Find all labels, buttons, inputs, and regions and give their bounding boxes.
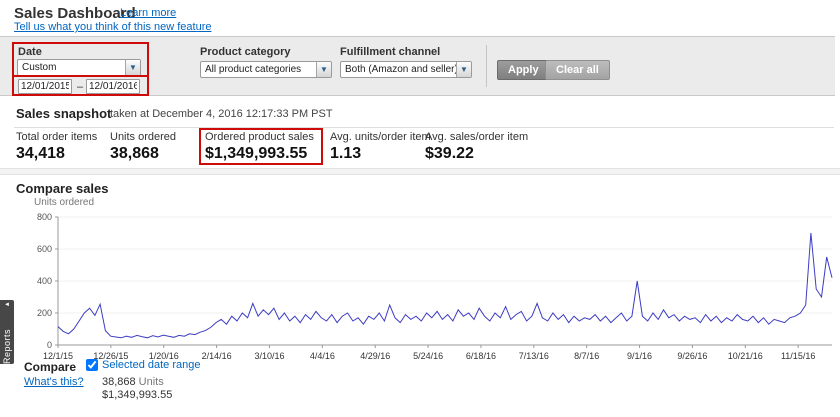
date-from-input[interactable] xyxy=(18,79,72,94)
section-separator xyxy=(0,168,840,175)
reports-tab-label: Reports xyxy=(2,328,12,364)
svg-text:7/13/16: 7/13/16 xyxy=(519,351,549,361)
svg-text:0: 0 xyxy=(47,340,52,350)
units-value: 38,868 xyxy=(102,376,136,388)
metric-value: $1,349,993.55 xyxy=(205,145,308,162)
svg-text:200: 200 xyxy=(37,308,52,318)
metric-value: 34,418 xyxy=(16,145,65,162)
feedback-link[interactable]: Tell us what you think of this new featu… xyxy=(14,21,212,33)
fulfillment-channel-label: Fulfillment channel xyxy=(340,46,441,58)
chevron-down-icon: ▼ xyxy=(456,62,471,77)
whats-this-link[interactable]: What's this? xyxy=(24,376,84,388)
compare-sales-title: Compare sales xyxy=(16,181,109,196)
product-category-select[interactable]: All product categories ▼ xyxy=(200,61,332,78)
date-to-input[interactable] xyxy=(86,79,140,94)
svg-text:400: 400 xyxy=(37,276,52,286)
metric-value: 38,868 xyxy=(110,145,159,162)
svg-text:6/18/16: 6/18/16 xyxy=(466,351,496,361)
compare-sales-total: $1,349,993.55 xyxy=(102,389,173,401)
sales-snapshot-title: Sales snapshot xyxy=(16,106,112,121)
apply-button[interactable]: Apply xyxy=(497,60,550,80)
collapse-arrow-icon: ◄ xyxy=(4,302,10,308)
clear-all-button[interactable]: Clear all xyxy=(545,60,610,80)
svg-text:4/29/16: 4/29/16 xyxy=(360,351,390,361)
svg-text:2/14/16: 2/14/16 xyxy=(202,351,232,361)
sales-snapshot-section: Sales snapshot taken at December 4, 2016… xyxy=(0,100,840,168)
product-category-label: Product category xyxy=(200,46,291,58)
selected-date-range-label: Selected date range xyxy=(102,359,201,371)
date-range-selected-value: Custom xyxy=(22,62,57,73)
compare-units-total: 38,868 Units xyxy=(102,376,164,388)
metric-label: Total order items xyxy=(16,131,98,143)
svg-text:5/24/16: 5/24/16 xyxy=(413,351,443,361)
metric-avg-units-per-order-item: Avg. units/order item 1.13 xyxy=(330,131,431,163)
chevron-down-icon: ▼ xyxy=(316,62,331,77)
filter-divider xyxy=(486,45,487,87)
filter-bar: Date Custom ▼ – Product category All pro… xyxy=(0,36,835,96)
svg-text:9/1/16: 9/1/16 xyxy=(627,351,652,361)
fulfillment-channel-selected-value: Both (Amazon and seller) xyxy=(345,64,456,75)
date-filter-label: Date xyxy=(18,46,42,58)
metric-label: Avg. units/order item xyxy=(330,131,431,143)
compare-footer-label: Compare xyxy=(24,360,77,374)
compare-sales-section: Compare sales Units ordered 0 200 400 600 80… xyxy=(0,175,840,417)
svg-text:3/10/16: 3/10/16 xyxy=(254,351,284,361)
fulfillment-channel-select[interactable]: Both (Amazon and seller) ▼ xyxy=(340,61,472,78)
y-axis-label: Units ordered xyxy=(34,197,95,208)
svg-text:9/26/16: 9/26/16 xyxy=(677,351,707,361)
metric-value: 1.13 xyxy=(330,145,362,162)
product-category-selected-value: All product categories xyxy=(205,64,302,75)
metric-value: $39.22 xyxy=(425,145,474,162)
metric-label: Units ordered xyxy=(110,131,177,143)
reports-side-tab[interactable]: ◄ Reports xyxy=(0,300,14,364)
units-word: Units xyxy=(138,376,164,388)
metric-label: Avg. sales/order item xyxy=(425,131,529,143)
svg-text:800: 800 xyxy=(37,212,52,222)
metric-ordered-product-sales: Ordered product sales $1,349,993.55 xyxy=(205,131,314,163)
metric-total-order-items: Total order items 34,418 xyxy=(16,131,97,163)
svg-text:600: 600 xyxy=(37,244,52,254)
svg-text:8/7/16: 8/7/16 xyxy=(574,351,599,361)
date-range-select[interactable]: Custom ▼ xyxy=(17,59,141,76)
selected-date-range-row: Selected date range xyxy=(86,359,200,371)
chevron-down-icon: ▼ xyxy=(125,60,140,75)
metric-units-ordered: Units ordered 38,868 xyxy=(110,131,176,163)
page-header: Sales Dashboard Learn more Tell us what … xyxy=(0,0,840,34)
metric-label: Ordered product sales xyxy=(205,131,314,143)
page-title: Sales Dashboard xyxy=(14,5,136,22)
svg-text:4/4/16: 4/4/16 xyxy=(310,351,335,361)
svg-text:10/21/16: 10/21/16 xyxy=(728,351,763,361)
selected-date-range-checkbox[interactable] xyxy=(86,359,98,371)
svg-text:11/15/16: 11/15/16 xyxy=(781,351,815,361)
learn-more-link[interactable]: Learn more xyxy=(120,7,177,19)
snapshot-timestamp: taken at December 4, 2016 12:17:33 PM PS… xyxy=(110,108,333,120)
date-range-separator: – xyxy=(77,81,84,93)
metric-avg-sales-per-order-item: Avg. sales/order item $39.22 xyxy=(425,131,528,163)
snapshot-divider xyxy=(14,127,834,128)
